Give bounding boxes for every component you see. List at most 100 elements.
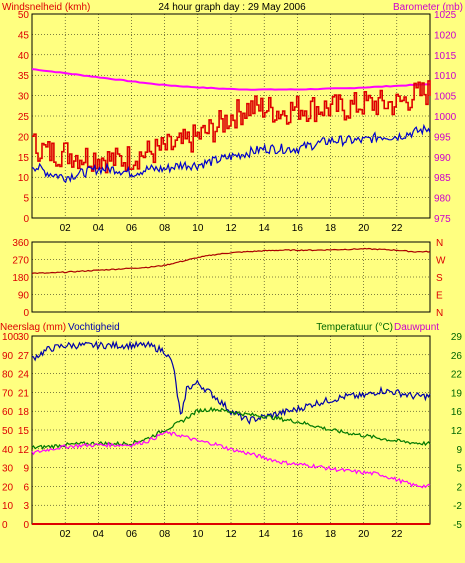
wind-direction-line: [31, 247, 431, 275]
x-tick-label: 12: [225, 223, 237, 234]
x-tick-label: 18: [325, 529, 337, 540]
temperature-tick-label: 12: [451, 426, 463, 437]
humidity-tick-label: 50: [2, 426, 14, 437]
x-tick-label: 18: [325, 223, 337, 234]
temperature-tick-label: 2: [456, 482, 462, 493]
rain-tick-label: 12: [18, 445, 30, 456]
x-tick-label: 16: [292, 529, 304, 540]
direction-compass-tick-label: N: [436, 308, 443, 319]
series-lines: [31, 247, 431, 275]
rain-tick-label: 30: [18, 332, 30, 343]
barometer-tick-label: 1000: [434, 112, 457, 123]
x-tick-label: 20: [358, 529, 370, 540]
barometer-tick-label: 980: [434, 194, 451, 205]
x-tick-label: 22: [391, 529, 403, 540]
x-tick-label: 20: [358, 223, 370, 234]
x-tick-label: 10: [192, 223, 204, 234]
x-tick-label: 02: [60, 529, 72, 540]
barometer-line: [31, 68, 430, 91]
humidity-tick-label: 40: [2, 445, 14, 456]
series-lines: [31, 68, 431, 183]
temperature-tick-label: 19: [451, 388, 463, 399]
barometer-tick-label: 1015: [434, 51, 457, 62]
x-tick-labels: 02 04 06 08 10 12 14 16 18 20 22: [60, 529, 403, 540]
wind-speed-axis-label: Windsnelheid (kmh): [2, 2, 90, 13]
humidity-tick-label: 30: [2, 464, 14, 475]
rain-tick-label: 9: [23, 464, 29, 475]
direction-degree-tick-label: 360: [12, 238, 29, 249]
x-tick-label: 06: [126, 223, 138, 234]
x-tick-label: 04: [93, 223, 105, 234]
direction-compass-tick-label: N: [436, 238, 443, 249]
chart-title: 24 hour graph day : 29 May 2006: [158, 2, 306, 13]
rain-axis-label: Neerslag (mm): [0, 322, 66, 333]
temperature-tick-label: 29: [451, 332, 463, 343]
barometer-tick-label: 985: [434, 173, 451, 184]
direction-compass-tick-label: E: [436, 291, 443, 302]
wind-speed-tick-label: 20: [18, 132, 30, 143]
humidity-tick-label: 0: [2, 520, 8, 531]
direction-degree-tick-label: 90: [18, 291, 30, 302]
wind-speed-tick-label: 25: [18, 112, 30, 123]
rain-tick-label: 3: [23, 501, 29, 512]
direction-degree-tick-label: 180: [12, 273, 29, 284]
temperature-tick-label: 22: [451, 370, 463, 381]
dewpoint-axis-label: Dauwpunt: [394, 322, 439, 333]
humidity-tick-label: 100: [2, 332, 19, 343]
rain-tick-label: 21: [18, 388, 30, 399]
humidity-line: [31, 340, 431, 425]
barometer-tick-label: 1010: [434, 71, 457, 82]
barometer-tick-label: 975: [434, 214, 451, 225]
grid-lines: [32, 242, 430, 312]
x-tick-label: 22: [391, 223, 403, 234]
wind-speed-tick-label: 45: [18, 30, 30, 41]
x-tick-label: 02: [60, 223, 72, 234]
x-tick-label: 04: [93, 529, 105, 540]
temperature-tick-label: 5: [456, 464, 462, 475]
humidity-temperature-panel: 0 10 20 30 40 50 60 70 80 90 100 0 3 6 9 12 15 18 21 24 27 3…: [2, 332, 462, 540]
humidity-tick-label: 20: [2, 482, 14, 493]
rain-tick-label: 27: [18, 351, 30, 362]
rain-tick-label: 24: [18, 370, 30, 381]
series-lines: [31, 340, 431, 525]
temperature-tick-label: -2: [453, 501, 462, 512]
x-tick-labels: 02 04 06 08 10 12 14 16 18 20 22: [60, 223, 403, 234]
humidity-tick-labels: 0 10 20 30 40 50 60 70 80 90 100: [2, 332, 19, 531]
rain-tick-label: 15: [18, 426, 30, 437]
temperature-tick-label: 9: [456, 445, 462, 456]
wind-average-line: [31, 123, 431, 183]
wind-speed-tick-label: 35: [18, 71, 30, 82]
humidity-tick-label: 90: [2, 351, 14, 362]
direction-degree-tick-label: 270: [12, 256, 29, 267]
wind-speed-tick-label: 30: [18, 92, 30, 103]
humidity-tick-label: 10: [2, 501, 14, 512]
barometer-tick-label: 1020: [434, 30, 457, 41]
barometer-tick-label: 1005: [434, 92, 457, 103]
wind-speed-tick-label: 40: [18, 51, 30, 62]
rain-tick-label: 0: [23, 520, 29, 531]
wind-gust-line: [32, 80, 431, 174]
rain-tick-label: 18: [18, 407, 30, 418]
direction-compass-tick-label: S: [436, 273, 443, 284]
temperature-tick-labels: -5 -2 2 5 9 12 16 19 22 26 29: [451, 332, 463, 531]
x-tick-label: 10: [192, 529, 204, 540]
rain-tick-label: 6: [23, 482, 29, 493]
right-tick-labels: 975 980 985 990 995 1000 1005 1010 1015 1020 1025: [434, 10, 457, 225]
dewpoint-line: [31, 430, 431, 489]
wind-speed-tick-label: 5: [23, 194, 29, 205]
left-tick-labels: 0 5 10 15 20 25 30 35 40 45 50: [18, 10, 30, 225]
temperature-tick-label: 16: [451, 407, 463, 418]
direction-degree-tick-label: 0: [23, 308, 29, 319]
wind-speed-tick-label: 50: [18, 10, 30, 21]
barometer-tick-label: 990: [434, 153, 451, 164]
humidity-tick-label: 80: [2, 370, 14, 381]
barometer-tick-label: 995: [434, 132, 451, 143]
x-tick-label: 08: [159, 529, 171, 540]
x-tick-label: 12: [225, 529, 237, 540]
rain-tick-labels: 0 3 6 9 12 15 18 21 24 27 30: [18, 332, 30, 531]
